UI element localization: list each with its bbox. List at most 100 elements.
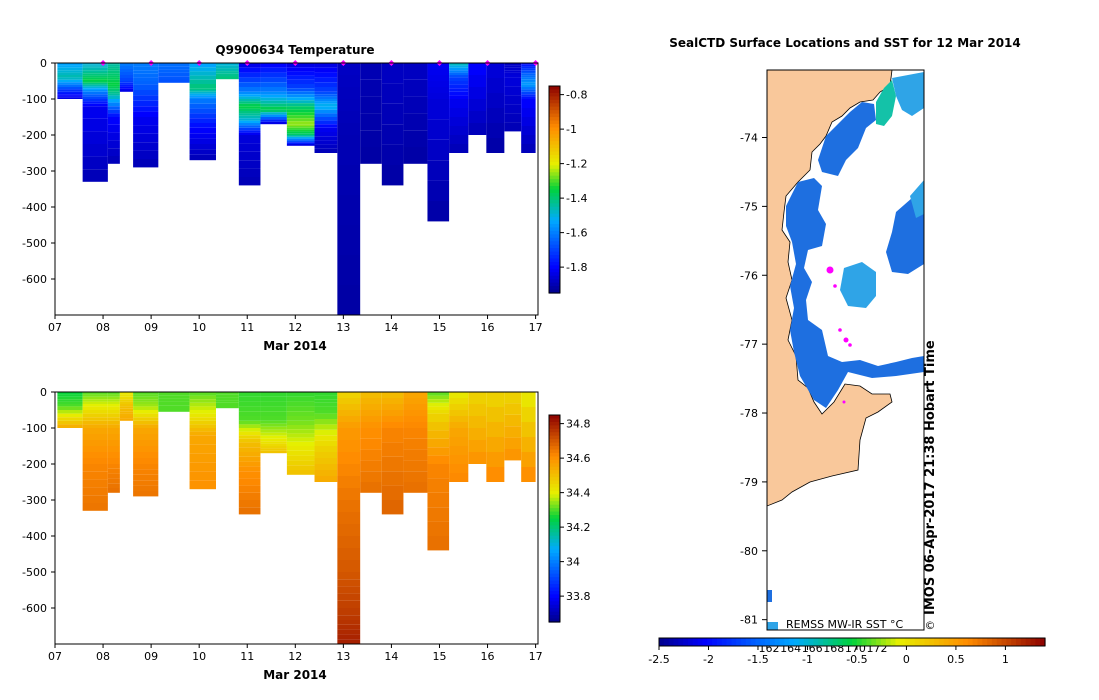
colorbar-swatch	[549, 189, 560, 194]
heatmap-cell	[260, 77, 287, 83]
heatmap-cell	[119, 86, 134, 89]
heatmap-cell	[107, 399, 120, 402]
x-tick-label: 08	[96, 321, 110, 334]
sst-colorbar-swatch	[948, 638, 954, 646]
y-tick-label: -600	[22, 602, 47, 615]
heatmap-cell	[119, 396, 134, 400]
heatmap-cell	[314, 91, 338, 95]
colorbar-swatch	[549, 511, 560, 516]
heatmap-cell	[337, 615, 361, 620]
colorbar-swatch	[549, 446, 560, 451]
colorbar-swatch	[549, 604, 560, 609]
heatmap-cell	[521, 144, 536, 153]
heatmap-cell	[360, 130, 382, 147]
salinity-heatmap	[57, 392, 536, 644]
heatmap-cell	[521, 91, 536, 95]
colorbar-swatch	[549, 501, 560, 506]
heatmap-cell	[337, 225, 361, 255]
heatmap-cell	[107, 106, 120, 110]
heatmap-cell	[260, 63, 287, 68]
y-tick-label: 0	[40, 386, 47, 399]
colorbar-swatch	[549, 186, 560, 191]
heatmap-cell	[337, 629, 361, 635]
heatmap-cell	[133, 125, 159, 134]
lat-tick-label: -76	[740, 269, 758, 282]
heatmap-cell	[504, 86, 522, 96]
heatmap-cell	[82, 401, 108, 404]
heatmap-cell	[189, 84, 216, 89]
sst-colorbar-swatch	[934, 638, 940, 646]
heatmap-cell	[337, 111, 361, 123]
heatmap-cell	[189, 93, 216, 96]
temperature-heatmap	[57, 63, 536, 315]
heatmap-cell	[260, 423, 287, 427]
heatmap-cell	[57, 399, 83, 402]
colorbar-swatch	[549, 435, 560, 440]
heatmap-cell	[504, 70, 522, 73]
heatmap-cell	[260, 67, 287, 73]
sst-colorbar-swatch	[683, 638, 689, 646]
heatmap-cell	[521, 89, 536, 92]
heatmap-cell	[158, 69, 190, 73]
heatmap-cell	[381, 410, 404, 416]
colorbar-swatch	[549, 532, 560, 537]
colorbar-swatch	[549, 289, 560, 294]
sst-colorbar-swatch	[1006, 638, 1012, 646]
heatmap-cell	[107, 394, 120, 397]
heatmap-cell	[427, 455, 450, 464]
heatmap-cell	[449, 70, 469, 73]
colorbar-swatch	[549, 144, 560, 149]
heatmap-cell	[468, 87, 487, 99]
heatmap-cell	[107, 99, 120, 103]
heatmap-cell	[449, 88, 469, 92]
heatmap-cell	[189, 424, 216, 428]
heatmap-cell	[286, 433, 315, 438]
sst-colorbar-swatch	[866, 638, 872, 646]
heatmap-cell	[189, 420, 216, 425]
seal-track	[826, 266, 852, 404]
heatmap-cell	[82, 99, 108, 102]
sst-colorbar-swatch	[885, 638, 892, 646]
sst-colorbar-swatch	[1025, 638, 1032, 646]
heatmap-cell	[133, 63, 159, 67]
heatmap-cell	[314, 67, 338, 73]
heatmap-cell	[238, 127, 261, 131]
sst-colorbar-tick-label: -2.5	[648, 653, 669, 666]
colorbar-swatch	[549, 106, 560, 111]
sst-colorbar-swatch	[924, 638, 930, 646]
heatmap-cell	[427, 180, 450, 201]
sst-colorbar-swatch	[876, 638, 882, 646]
sst-colorbar-tick-label: -2	[703, 653, 714, 666]
heatmap-cell	[238, 103, 261, 107]
sst-colorbar-swatch	[929, 638, 935, 646]
colorbar-swatch	[549, 203, 560, 208]
heatmap-cell	[403, 416, 428, 422]
heatmap-cell	[133, 77, 159, 81]
colorbar-swatch	[549, 192, 560, 197]
heatmap-cell	[260, 448, 287, 451]
sst-colorbar-swatch	[716, 638, 723, 646]
salinity-axes-frame	[54, 391, 539, 645]
heatmap-cell	[238, 452, 261, 457]
heatmap-cell	[133, 159, 159, 168]
sst-colorbar-swatch	[663, 638, 670, 646]
heatmap-cell	[427, 395, 450, 400]
heatmap-cell	[427, 507, 450, 522]
heatmap-cell	[286, 416, 315, 421]
heatmap-cell	[260, 117, 287, 120]
sst-colorbar-swatch	[1001, 638, 1007, 646]
heatmap-cell	[260, 103, 287, 107]
seal-location	[826, 266, 834, 274]
colorbar-swatch	[549, 601, 560, 606]
heatmap-cell	[107, 79, 120, 81]
x-tick-label: 16	[481, 321, 495, 334]
heatmap-cell	[133, 73, 159, 78]
heatmap-cell	[133, 458, 159, 464]
heatmap-cell	[381, 485, 404, 500]
heatmap-cell	[82, 65, 108, 67]
sst-colorbar-swatch	[794, 638, 800, 646]
colorbar-swatch	[549, 421, 560, 426]
heatmap-cell	[314, 87, 338, 92]
heatmap-cell	[381, 392, 404, 398]
